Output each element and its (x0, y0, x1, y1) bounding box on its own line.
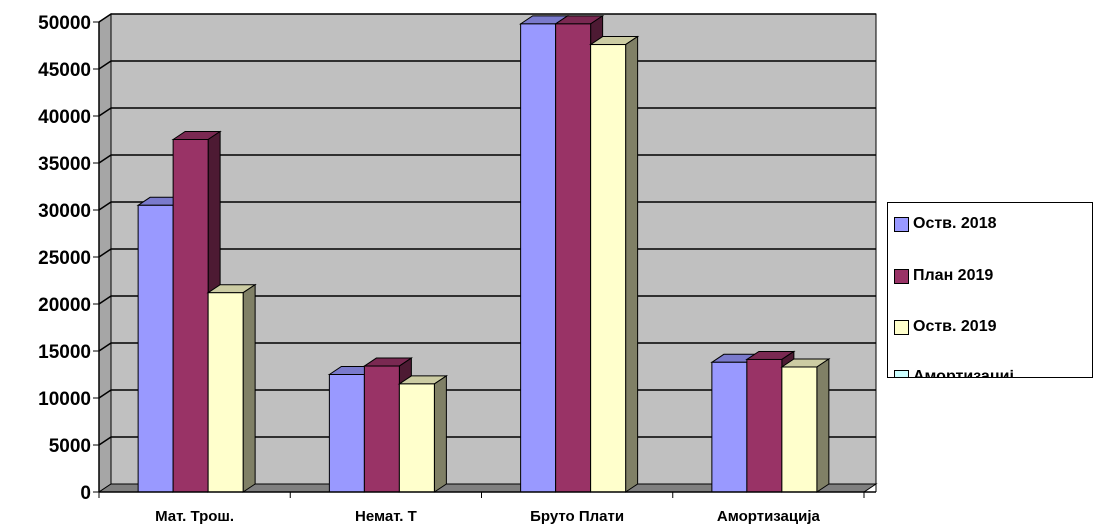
bar (711, 361, 748, 493)
bar (207, 292, 244, 493)
y-tick-label: 0 (80, 483, 91, 504)
bar (137, 204, 174, 493)
bar (328, 374, 365, 493)
legend-label: Амортизациј (913, 368, 1014, 378)
y-tick-label: 5000 (49, 436, 91, 457)
legend-label: План 2019 (913, 267, 994, 284)
y-tick-label: 50000 (38, 13, 91, 34)
legend-swatch (894, 369, 909, 377)
gridline (98, 13, 876, 23)
x-tick-label: Амортизација (717, 508, 821, 525)
bar (781, 366, 818, 493)
bar (520, 23, 557, 493)
bar (555, 23, 592, 493)
y-tick-label: 10000 (38, 389, 91, 410)
legend-label: Оств. 2018 (913, 215, 997, 232)
bar-side (816, 358, 830, 493)
y-tick-label: 15000 (38, 342, 91, 363)
bar (172, 139, 209, 493)
y-tick-label: 20000 (38, 295, 91, 316)
x-tick-label: Мат. Трош. (155, 508, 234, 525)
legend-swatch (894, 319, 909, 335)
y-tick-label: 40000 (38, 107, 91, 128)
bar (590, 44, 627, 493)
x-tick-label: Немат. Т (355, 508, 417, 525)
legend-swatch (894, 268, 909, 284)
bar (398, 383, 435, 493)
legend-item: План 2019 (894, 265, 993, 287)
bar (363, 365, 400, 493)
bar-side (433, 374, 447, 493)
legend-item: Оств. 2018 (894, 213, 997, 235)
y-tick-label: 45000 (38, 60, 91, 81)
y-tick-label: 35000 (38, 154, 91, 175)
x-tick-label: Бруто Плати (530, 508, 624, 525)
bar-side (625, 35, 639, 493)
y-tick-label: 30000 (38, 201, 91, 222)
legend-item: Оств. 2019 (894, 316, 997, 338)
bars (136, 14, 831, 493)
bar (746, 358, 783, 493)
bar-side (242, 283, 256, 493)
legend-label: Оств. 2019 (913, 318, 997, 335)
legend: Оств. 2018 План 2019 Оств. 2019 Амортиза… (887, 202, 1093, 378)
axes (93, 21, 877, 498)
legend-swatch (894, 216, 909, 232)
y-tick-labels: 0 5000 10000 15000 20000 25000 30000 35000 40000… (38, 13, 91, 504)
x-tick-labels: Мат. Трош. Немат. Т Бруто Плати Амортизациј… (155, 508, 820, 525)
y-tick-label: 25000 (38, 248, 91, 269)
legend-item: Амортизациј (894, 366, 1014, 378)
